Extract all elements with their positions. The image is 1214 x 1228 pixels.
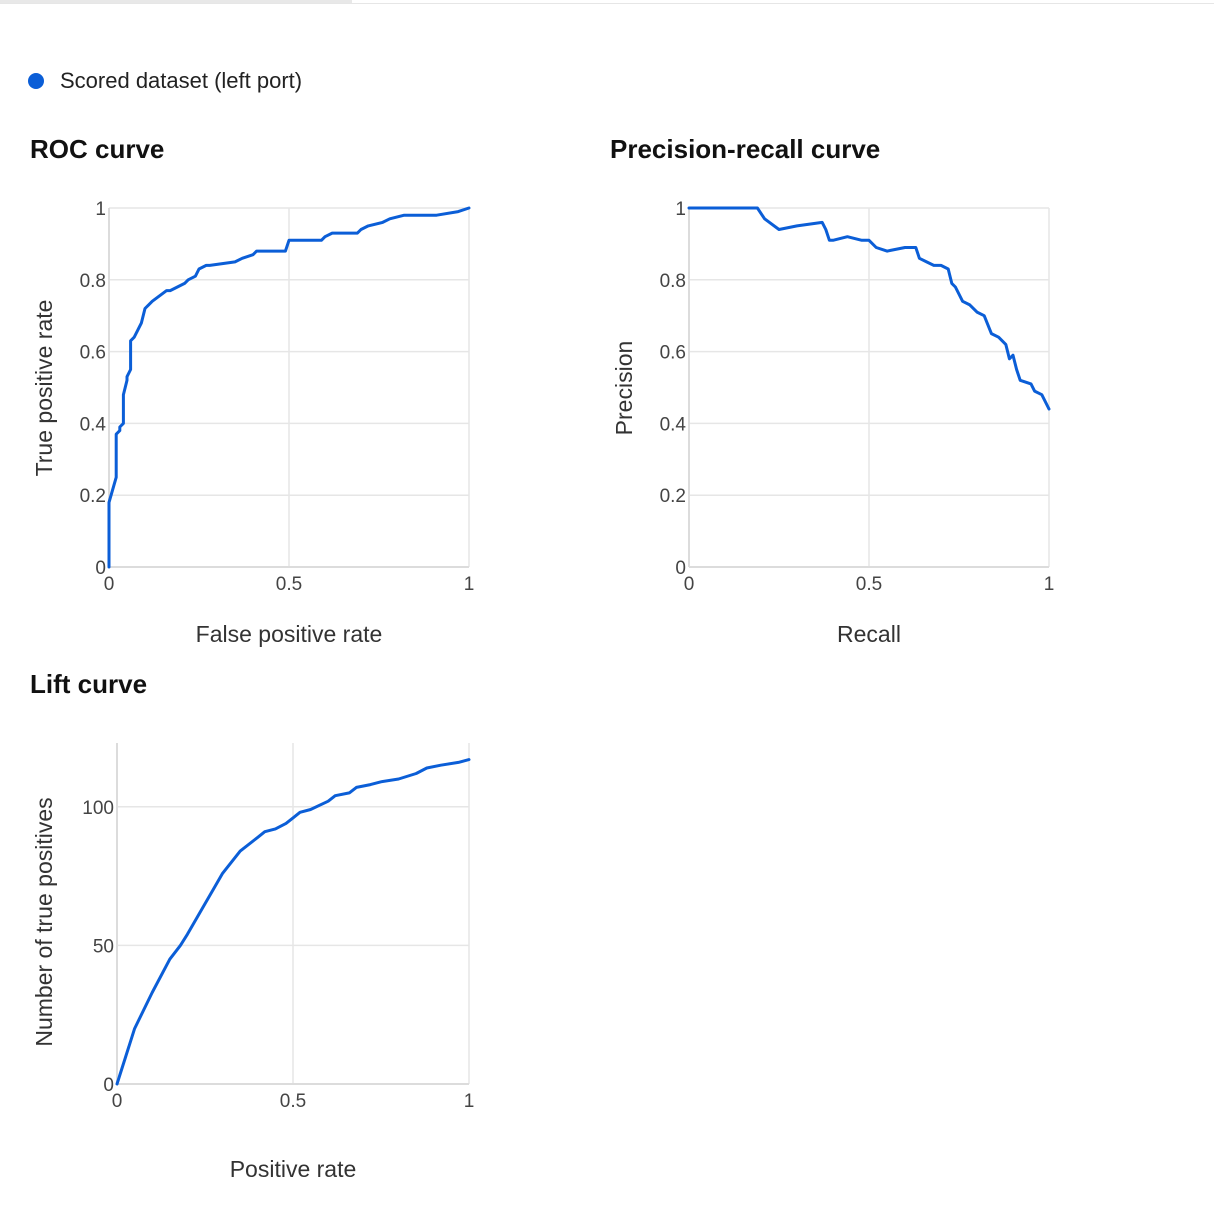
pr-y-tick-label: 0.2 bbox=[660, 486, 686, 507]
lift-y-tick-label: 50 bbox=[93, 936, 114, 957]
lift-x-axis-title: Positive rate bbox=[230, 1156, 357, 1182]
roc-x-axis-title: False positive rate bbox=[196, 621, 383, 647]
lift-series-line bbox=[115, 758, 471, 1086]
top-tab-strip bbox=[0, 0, 352, 3]
pr-x-tick-label: 1 bbox=[1044, 574, 1055, 595]
pr-series-line bbox=[687, 206, 1051, 411]
pr-y-tick-label: 0.4 bbox=[660, 414, 687, 435]
pr-y-axis-title: Precision bbox=[611, 341, 637, 436]
lift-chart-title: Lift curve bbox=[30, 669, 148, 699]
roc-y-tick-label: 0.6 bbox=[80, 343, 106, 364]
pr-x-axis-title: Recall bbox=[837, 621, 901, 647]
pr-chart-title: Precision-recall curve bbox=[610, 134, 881, 164]
pr-x-tick-label: 0.5 bbox=[856, 574, 882, 595]
roc-y-tick-label: 0.4 bbox=[80, 414, 107, 435]
lift-x-tick-label: 0.5 bbox=[280, 1091, 306, 1112]
roc-y-axis-title: True positive rate bbox=[31, 300, 57, 477]
roc-x-tick-label: 1 bbox=[464, 574, 475, 595]
roc-chart-title: ROC curve bbox=[30, 134, 165, 164]
roc-x-tick-label: 0.5 bbox=[276, 574, 302, 595]
top-bar bbox=[0, 0, 1214, 4]
pr-x-tick-label: 0 bbox=[684, 574, 695, 595]
chart-legend[interactable]: Scored dataset (left port) bbox=[28, 68, 302, 94]
roc-x-tick-label: 0 bbox=[104, 574, 115, 595]
lift-x-tick-label: 0 bbox=[112, 1091, 123, 1112]
pr-y-tick-label: 0 bbox=[675, 558, 686, 579]
roc-y-tick-label: 0.8 bbox=[80, 271, 106, 292]
roc-y-tick-label: 1 bbox=[95, 199, 106, 220]
pr-y-tick-label: 0.6 bbox=[660, 343, 686, 364]
pr-y-tick-label: 1 bbox=[675, 199, 686, 220]
lift-x-tick-label: 1 bbox=[464, 1091, 475, 1112]
lift-y-tick-label: 100 bbox=[82, 798, 114, 819]
lift-y-tick-label: 0 bbox=[103, 1075, 114, 1096]
legend-label: Scored dataset (left port) bbox=[60, 68, 303, 93]
pr-y-tick-label: 0.8 bbox=[660, 271, 686, 292]
legend-marker bbox=[28, 73, 44, 89]
roc-y-tick-label: 0.2 bbox=[80, 486, 106, 507]
lift-y-axis-title: Number of true positives bbox=[31, 797, 57, 1046]
roc-y-tick-label: 0 bbox=[95, 558, 106, 579]
roc-series-line bbox=[107, 206, 471, 569]
